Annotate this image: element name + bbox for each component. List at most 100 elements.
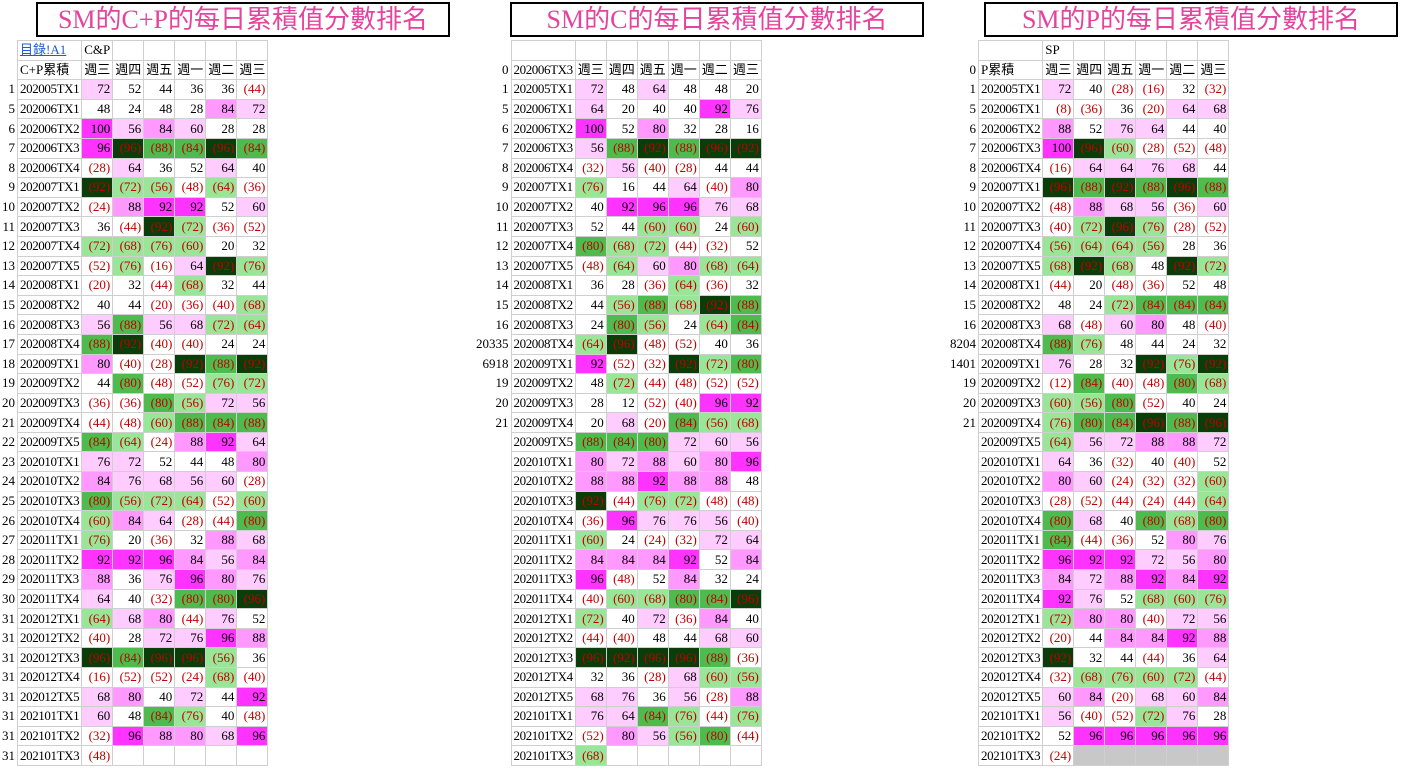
score-cell[interactable]: 44 [1197,157,1230,179]
score-cell[interactable]: (72) [698,353,731,375]
score-cell[interactable]: (80) [698,725,731,747]
score-cell[interactable]: 40 [667,98,700,120]
score-cell[interactable]: 68 [1104,196,1137,218]
score-cell[interactable]: 72 [81,79,114,100]
score-cell[interactable]: (88) [81,333,114,355]
contract-code[interactable]: 202012TX3 [977,647,1044,668]
score-cell[interactable]: (40) [605,627,638,649]
score-cell[interactable]: (84) [143,706,176,727]
score-cell[interactable]: (84) [636,706,669,727]
score-cell[interactable]: (84) [667,412,700,433]
score-cell[interactable]: 76 [1042,353,1075,375]
cell[interactable] [1073,40,1106,61]
score-cell[interactable]: (68) [1073,667,1106,688]
score-cell[interactable]: (88) [574,431,607,453]
score-cell[interactable]: (36) [1166,196,1199,218]
contract-code[interactable]: 202008TX1 [510,275,576,296]
score-cell[interactable]: 68 [112,608,145,629]
score-cell[interactable]: (36) [636,275,669,296]
score-cell[interactable]: 64 [729,529,762,551]
contract-code[interactable]: 202008TX2 [16,294,83,316]
contract-code[interactable]: 202006TX3 [510,137,576,159]
score-cell[interactable]: 44 [667,627,700,649]
score-cell[interactable]: 68 [1042,314,1075,335]
score-cell[interactable]: (56) [698,412,731,433]
score-cell[interactable] [698,745,731,766]
score-cell[interactable]: (32) [1135,471,1168,492]
contract-code[interactable]: 202101TX3 [977,745,1044,766]
score-cell[interactable]: 60 [729,627,762,649]
score-cell[interactable]: 96 [1135,725,1168,747]
contract-code[interactable]: 202009TX1 [16,353,83,375]
weekday-header[interactable]: 週四 [1073,59,1106,81]
score-cell[interactable]: 64 [143,510,176,531]
score-cell[interactable]: (44) [1104,490,1137,512]
weekday-header[interactable]: 週三 [1042,59,1075,81]
score-cell[interactable]: (96) [1104,216,1137,237]
score-cell[interactable]: 44 [1104,647,1137,668]
contract-code[interactable]: 202101TX1 [977,706,1044,727]
contract-code[interactable]: 202006TX1 [510,98,576,120]
score-cell[interactable]: 56 [667,686,700,708]
score-cell[interactable]: 60 [667,451,700,473]
score-cell[interactable]: (88) [636,294,669,316]
score-cell[interactable]: 36 [81,216,114,237]
score-cell[interactable]: 24 [605,529,638,551]
weekday-header[interactable]: 週三 [236,59,269,81]
score-cell[interactable]: (48) [574,255,607,277]
contract-code[interactable]: 202007TX5 [510,255,576,277]
score-cell[interactable]: (12) [1042,373,1075,394]
contract-code[interactable]: 202011TX4 [977,588,1044,610]
score-cell[interactable]: 20 [205,235,238,257]
contract-code[interactable]: 202007TX3 [510,216,576,237]
score-cell[interactable]: (36) [698,275,731,296]
score-cell[interactable]: 20 [729,79,762,100]
score-cell[interactable]: 52 [236,608,269,629]
score-cell[interactable]: 64 [81,588,114,610]
score-cell[interactable]: (44) [205,510,238,531]
score-cell[interactable]: 76 [1166,706,1199,727]
score-cell[interactable]: 32 [174,529,207,551]
score-cell[interactable]: 92 [174,196,207,218]
score-cell[interactable]: (80) [667,588,700,610]
score-cell[interactable]: 36 [729,333,762,355]
score-cell[interactable]: (72) [1197,255,1230,277]
score-cell[interactable]: (72) [205,314,238,335]
contract-code[interactable]: 202010TX2 [510,471,576,492]
score-cell[interactable]: 36 [174,79,207,100]
score-cell[interactable]: 88 [1135,431,1168,453]
score-cell[interactable]: (84) [1042,529,1075,551]
score-cell[interactable]: 80 [112,686,145,708]
contract-code[interactable]: 202008TX2 [510,294,576,316]
score-cell[interactable]: 84 [1073,686,1106,708]
score-cell[interactable]: 68 [698,627,731,649]
score-cell[interactable]: (16) [1042,157,1075,179]
contract-code[interactable]: 202006TX3 [977,137,1044,159]
score-cell[interactable]: (40) [1166,451,1199,473]
score-cell[interactable]: 52 [143,451,176,473]
score-cell[interactable]: (84) [81,431,114,453]
score-cell[interactable]: (64) [205,177,238,198]
contract-code[interactable]: 202009TX4 [977,412,1044,433]
score-cell[interactable] [143,745,176,766]
score-cell[interactable]: 40 [605,608,638,629]
score-cell[interactable]: 44 [698,157,731,179]
contract-code[interactable]: 202008TX1 [16,275,83,296]
score-cell[interactable]: (32) [1042,667,1075,688]
score-cell[interactable]: 24 [1073,294,1106,316]
score-cell[interactable]: 88 [1104,569,1137,590]
contract-code[interactable]: 202010TX4 [977,510,1044,531]
score-cell[interactable]: (60) [174,235,207,257]
score-cell[interactable]: (72) [1042,608,1075,629]
score-cell[interactable]: 48 [112,706,145,727]
score-cell[interactable]: 88 [1166,431,1199,453]
contract-code[interactable]: 202006TX2 [510,118,576,139]
score-cell[interactable]: 76 [667,510,700,531]
score-cell[interactable]: (48) [605,569,638,590]
score-cell[interactable]: (24) [1135,490,1168,512]
score-cell[interactable]: (20) [636,412,669,433]
score-cell[interactable]: (72) [143,490,176,512]
score-cell[interactable]: 32 [112,275,145,296]
contract-code[interactable]: 202007TX4 [510,235,576,257]
score-cell[interactable]: 76 [605,686,638,708]
